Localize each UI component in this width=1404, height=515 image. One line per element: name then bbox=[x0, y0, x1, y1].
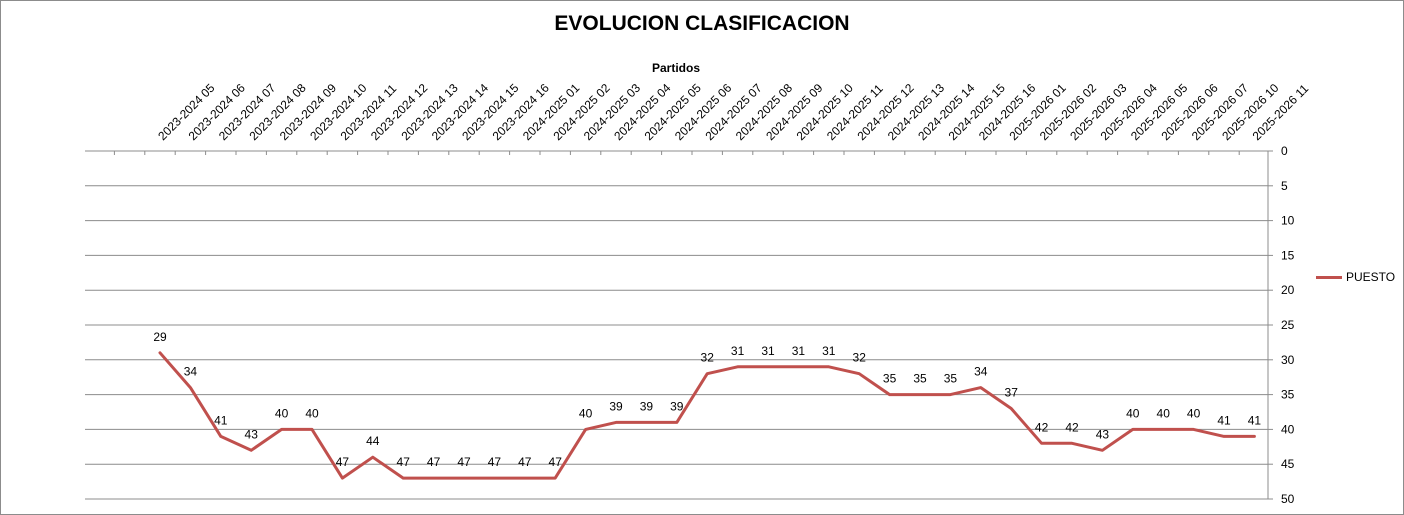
data-label: 41 bbox=[1248, 413, 1262, 427]
data-label: 43 bbox=[1096, 427, 1110, 441]
data-label: 39 bbox=[670, 399, 684, 413]
y-tick-label: 20 bbox=[1281, 283, 1295, 297]
y-tick-label: 35 bbox=[1281, 388, 1295, 402]
data-label: 37 bbox=[1005, 386, 1019, 400]
y-tick-label: 5 bbox=[1281, 179, 1288, 193]
data-label: 31 bbox=[731, 344, 745, 358]
data-label: 29 bbox=[153, 330, 167, 344]
data-label: 47 bbox=[457, 455, 471, 469]
y-tick-label: 0 bbox=[1281, 144, 1288, 158]
gridlines bbox=[85, 185, 1268, 500]
x-axis-label: Partidos bbox=[651, 61, 700, 75]
data-label: 40 bbox=[305, 406, 319, 420]
y-tick-label: 10 bbox=[1281, 214, 1295, 228]
data-label: 47 bbox=[397, 455, 411, 469]
data-label: 47 bbox=[336, 455, 350, 469]
data-label: 32 bbox=[701, 351, 715, 365]
data-label: 40 bbox=[1187, 406, 1201, 420]
y-tick-label: 40 bbox=[1281, 422, 1295, 436]
data-label: 41 bbox=[1217, 413, 1231, 427]
y-tick-label: 25 bbox=[1281, 318, 1295, 332]
data-label: 40 bbox=[1126, 406, 1140, 420]
data-label: 43 bbox=[245, 427, 259, 441]
series-line-puesto bbox=[158, 351, 1256, 480]
data-label: 44 bbox=[366, 434, 380, 448]
data-label: 47 bbox=[488, 455, 502, 469]
data-label: 40 bbox=[1157, 406, 1171, 420]
data-label: 42 bbox=[1065, 420, 1079, 434]
series-lines bbox=[158, 351, 1256, 480]
legend: PUESTO bbox=[1316, 270, 1395, 284]
data-label: 41 bbox=[214, 413, 228, 427]
data-label: 42 bbox=[1035, 420, 1049, 434]
axes bbox=[85, 150, 1273, 500]
data-label: 34 bbox=[184, 365, 198, 379]
data-label: 35 bbox=[883, 372, 897, 386]
y-tick-label: 50 bbox=[1281, 492, 1295, 506]
y-tick-labels: 0 5 10 15 20 25 30 35 40 45 50 bbox=[1281, 144, 1295, 506]
data-label: 47 bbox=[427, 455, 441, 469]
data-label: 47 bbox=[518, 455, 532, 469]
legend-label: PUESTO bbox=[1346, 270, 1396, 284]
data-label: 34 bbox=[974, 365, 988, 379]
data-label: 32 bbox=[853, 351, 867, 365]
chart-title: EVOLUCION CLASIFICACION bbox=[554, 12, 850, 35]
data-label: 35 bbox=[944, 372, 958, 386]
data-label: 31 bbox=[761, 344, 775, 358]
data-label: 35 bbox=[913, 372, 927, 386]
legend-swatch bbox=[1316, 275, 1342, 279]
data-label: 40 bbox=[275, 406, 289, 420]
y-tick-label: 30 bbox=[1281, 353, 1295, 367]
data-label: 39 bbox=[609, 399, 623, 413]
data-label: 39 bbox=[640, 399, 654, 413]
data-label: 40 bbox=[579, 406, 593, 420]
data-label: 31 bbox=[792, 344, 806, 358]
y-tick-label: 45 bbox=[1281, 457, 1295, 471]
data-labels: 29 34 41 43 40 40 47 44 47 47 47 47 47 47 40 39 39 39 32 31… bbox=[153, 330, 1261, 469]
y-tick-label: 15 bbox=[1281, 248, 1295, 262]
data-label: 47 bbox=[549, 455, 563, 469]
data-label: 31 bbox=[822, 344, 836, 358]
